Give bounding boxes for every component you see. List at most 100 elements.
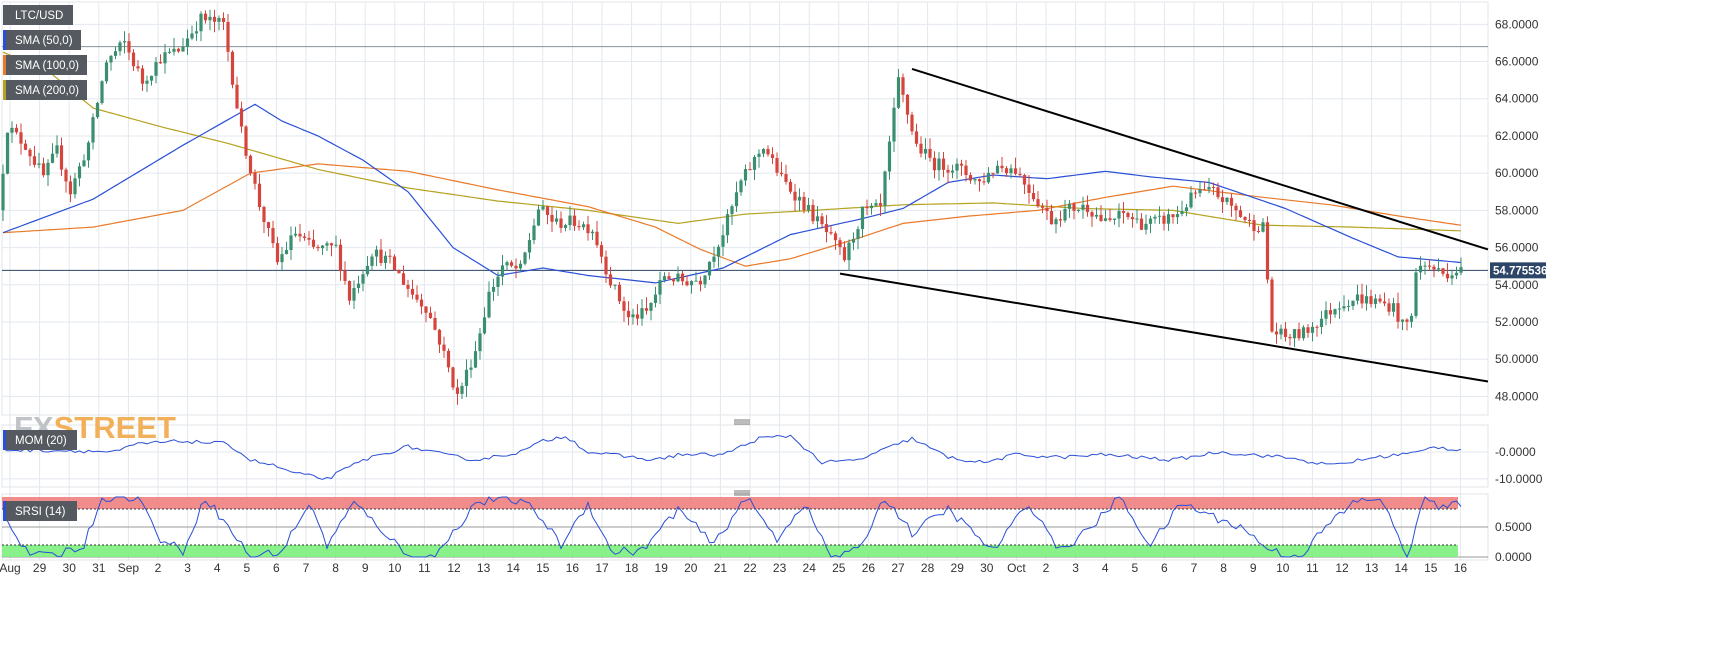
candle-body — [100, 81, 104, 103]
x-tick-label: 5 — [243, 561, 250, 575]
candle-body — [271, 228, 275, 244]
candle-body — [32, 156, 37, 165]
candle-body — [923, 148, 928, 154]
candle-body — [1414, 272, 1418, 316]
candle-body — [1301, 327, 1306, 339]
price-tick-label: 62.0000 — [1495, 129, 1539, 143]
candle-body — [136, 66, 140, 69]
upper-channel-trendline — [911, 68, 1489, 251]
candle-body — [1198, 189, 1202, 194]
candle-body — [410, 288, 415, 295]
candle-body — [109, 55, 113, 63]
candle-body — [941, 158, 946, 170]
x-tick-label: 26 — [862, 561, 876, 575]
x-tick-label: 14 — [1395, 561, 1409, 575]
candle-body — [1031, 192, 1036, 200]
price-tick-label: 64.0000 — [1495, 92, 1539, 106]
candle-body — [172, 48, 176, 52]
candle-body — [383, 255, 388, 263]
x-tick-label: 4 — [214, 561, 221, 575]
srsi-bands — [2, 497, 1458, 557]
candle-body — [19, 132, 23, 144]
candle-body — [145, 80, 149, 84]
candle-body — [716, 246, 721, 257]
candle-body — [685, 281, 689, 286]
candle-body — [667, 276, 671, 280]
candle-body — [649, 302, 653, 311]
srsi-legend-swatch — [3, 501, 6, 521]
candle-body — [910, 114, 914, 132]
candle-body — [154, 62, 158, 76]
candle-body — [14, 127, 19, 133]
candle-body — [680, 273, 685, 282]
x-tick-label: 15 — [1424, 561, 1438, 575]
candle-body — [1283, 328, 1288, 337]
candle-body — [122, 41, 127, 43]
candle-body — [532, 225, 536, 241]
x-tick-label: 6 — [273, 561, 280, 575]
x-tick-label: 16 — [1454, 561, 1468, 575]
candle-body — [905, 94, 910, 115]
candle-body — [275, 243, 280, 263]
candle-body — [658, 280, 662, 295]
candle-body — [1373, 298, 1378, 305]
candle-body — [599, 245, 604, 257]
candle-body — [1067, 203, 1072, 209]
candle-body — [734, 192, 739, 207]
candle-body — [244, 126, 248, 156]
candle-body — [851, 238, 856, 243]
legend-0-bg — [3, 5, 73, 25]
legend-2-swatch — [3, 55, 6, 75]
candle-body — [1346, 306, 1351, 308]
legend-2-bg — [3, 55, 87, 75]
candle-body — [1139, 218, 1144, 230]
candle-body — [451, 367, 455, 388]
candle-body — [1009, 168, 1013, 174]
candle-body — [617, 284, 622, 302]
candle-body — [473, 351, 478, 368]
candle-body — [158, 62, 163, 64]
candle-body — [1297, 329, 1301, 339]
candle-body — [437, 329, 442, 345]
candle-body — [424, 306, 428, 313]
x-tick-label: Oct — [1007, 561, 1026, 575]
candle-body — [1409, 315, 1414, 322]
candle-body — [181, 46, 185, 52]
candle-body — [419, 299, 424, 307]
candle-body — [239, 108, 244, 127]
candle-body — [1081, 204, 1085, 210]
candle-body — [1022, 175, 1027, 185]
x-tick-label: 2 — [155, 561, 162, 575]
candle-body — [932, 157, 937, 171]
candle-body — [230, 51, 235, 85]
legend-1-label: SMA (50,0) — [15, 35, 73, 47]
candle-body — [266, 222, 271, 229]
candle-body — [730, 206, 734, 215]
candle-body — [406, 284, 410, 289]
candle-body — [653, 294, 658, 303]
candle-body — [1382, 301, 1387, 304]
x-tick-label: 24 — [803, 561, 817, 575]
candle-body — [541, 206, 545, 210]
candle-body — [163, 52, 167, 64]
candle-body — [581, 224, 586, 228]
candle-body — [995, 165, 1000, 174]
candle-body — [397, 270, 401, 274]
candle-body — [1166, 214, 1171, 224]
candle-body — [802, 196, 806, 211]
candle-body — [464, 369, 469, 386]
candle-body — [563, 225, 568, 228]
candle-body — [689, 281, 694, 286]
price-tick-label: 50.0000 — [1495, 352, 1539, 366]
x-tick-label: 3 — [1072, 561, 1079, 575]
x-tick-label: 30 — [980, 561, 994, 575]
candle-body — [226, 22, 230, 52]
candle-body — [703, 275, 707, 285]
x-tick-label: 7 — [1191, 561, 1198, 575]
price-tick-label: 54.0000 — [1495, 278, 1539, 292]
candle-body — [977, 179, 982, 182]
momentum-panel-border — [1, 424, 1489, 488]
price-tick-label: 52.0000 — [1495, 315, 1539, 329]
candle-body — [572, 215, 577, 226]
candle-body — [1315, 326, 1319, 328]
